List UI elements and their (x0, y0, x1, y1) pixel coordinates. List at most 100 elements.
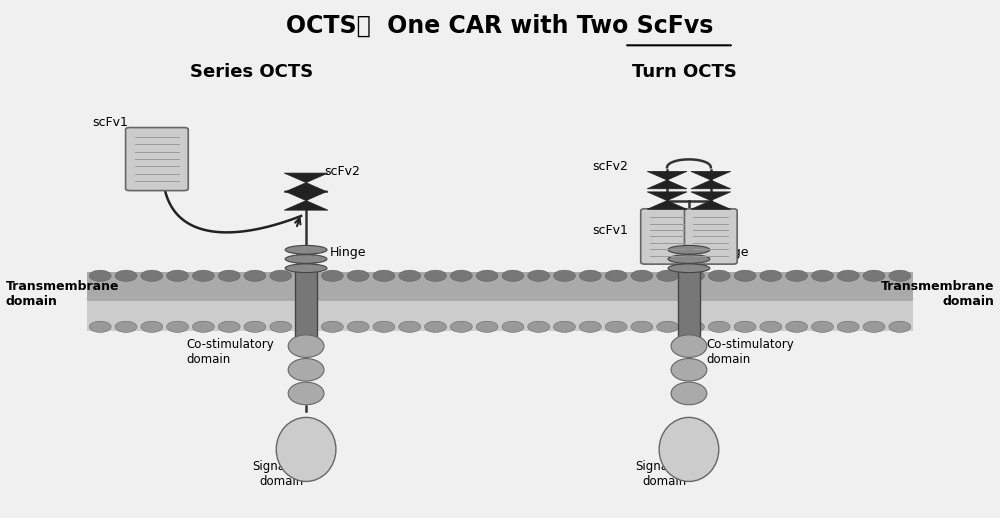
Circle shape (218, 270, 240, 281)
Circle shape (863, 321, 885, 333)
Circle shape (347, 321, 369, 333)
Circle shape (450, 270, 472, 281)
Circle shape (786, 270, 808, 281)
Ellipse shape (671, 358, 707, 381)
Text: Series OCTS: Series OCTS (190, 63, 313, 81)
FancyBboxPatch shape (126, 127, 188, 191)
Ellipse shape (668, 264, 710, 272)
Circle shape (554, 270, 575, 281)
Circle shape (244, 321, 266, 333)
Polygon shape (691, 180, 731, 189)
Text: scFv2: scFv2 (324, 165, 360, 178)
Circle shape (734, 270, 756, 281)
Ellipse shape (288, 382, 324, 405)
Circle shape (605, 321, 627, 333)
Polygon shape (647, 200, 687, 209)
Text: Turn OCTS: Turn OCTS (632, 63, 736, 81)
Text: scFv1: scFv1 (592, 224, 628, 237)
Circle shape (399, 321, 421, 333)
Circle shape (708, 270, 730, 281)
Circle shape (296, 270, 317, 281)
Text: Hinge: Hinge (330, 247, 366, 260)
Circle shape (734, 321, 756, 333)
Circle shape (296, 321, 317, 333)
Text: Transmembrane
domain: Transmembrane domain (881, 280, 994, 308)
Circle shape (373, 270, 395, 281)
Circle shape (425, 321, 446, 333)
Circle shape (811, 270, 833, 281)
Polygon shape (691, 192, 731, 200)
Circle shape (167, 321, 189, 333)
Circle shape (528, 270, 550, 281)
Circle shape (399, 270, 421, 281)
Circle shape (579, 321, 601, 333)
Text: Hinge: Hinge (713, 247, 749, 260)
Circle shape (270, 321, 292, 333)
Circle shape (837, 321, 859, 333)
Circle shape (502, 270, 524, 281)
Circle shape (167, 270, 189, 281)
FancyBboxPatch shape (684, 209, 737, 264)
Circle shape (89, 321, 111, 333)
Circle shape (321, 270, 343, 281)
Circle shape (192, 270, 214, 281)
Text: scFv1: scFv1 (92, 116, 128, 129)
Text: Co-stimulatory
domain: Co-stimulatory domain (187, 338, 274, 366)
Circle shape (579, 270, 601, 281)
Circle shape (476, 270, 498, 281)
Circle shape (863, 270, 885, 281)
Ellipse shape (671, 335, 707, 357)
Bar (296, 247, 316, 271)
Ellipse shape (659, 418, 719, 481)
Circle shape (244, 270, 266, 281)
Circle shape (141, 270, 163, 281)
Circle shape (708, 321, 730, 333)
Circle shape (889, 321, 911, 333)
Bar (87, 272, 913, 301)
Circle shape (192, 321, 214, 333)
Bar (679, 247, 699, 271)
Bar (87, 301, 913, 330)
Circle shape (760, 321, 782, 333)
Circle shape (115, 321, 137, 333)
Circle shape (889, 270, 911, 281)
Text: scFv2: scFv2 (592, 160, 628, 173)
Circle shape (425, 270, 446, 281)
Polygon shape (691, 200, 731, 209)
Polygon shape (691, 171, 731, 180)
Ellipse shape (671, 382, 707, 405)
Circle shape (373, 321, 395, 333)
Circle shape (657, 270, 679, 281)
Ellipse shape (285, 264, 327, 272)
Circle shape (786, 321, 808, 333)
FancyBboxPatch shape (641, 209, 693, 264)
Circle shape (683, 321, 704, 333)
Ellipse shape (288, 358, 324, 381)
Text: Co-stimulatory
domain: Co-stimulatory domain (707, 338, 795, 366)
Polygon shape (647, 180, 687, 189)
Circle shape (115, 270, 137, 281)
Circle shape (605, 270, 627, 281)
Circle shape (811, 321, 833, 333)
Circle shape (89, 270, 111, 281)
Circle shape (657, 321, 679, 333)
Circle shape (270, 270, 292, 281)
Polygon shape (647, 192, 687, 200)
Polygon shape (284, 183, 328, 192)
Circle shape (450, 321, 472, 333)
Text: OCTS：  One CAR with Two ScFvs: OCTS： One CAR with Two ScFvs (286, 14, 714, 38)
Circle shape (528, 321, 550, 333)
Circle shape (760, 270, 782, 281)
Circle shape (631, 270, 653, 281)
Ellipse shape (285, 255, 327, 263)
Circle shape (141, 321, 163, 333)
Bar (678, 264, 700, 338)
Ellipse shape (668, 255, 710, 263)
Bar (295, 264, 317, 338)
Text: Signalling
domain: Signalling domain (635, 461, 693, 488)
Text: Transmembrane
domain: Transmembrane domain (6, 280, 119, 308)
Circle shape (631, 321, 653, 333)
Polygon shape (284, 173, 328, 183)
Polygon shape (284, 191, 328, 200)
Polygon shape (647, 171, 687, 180)
